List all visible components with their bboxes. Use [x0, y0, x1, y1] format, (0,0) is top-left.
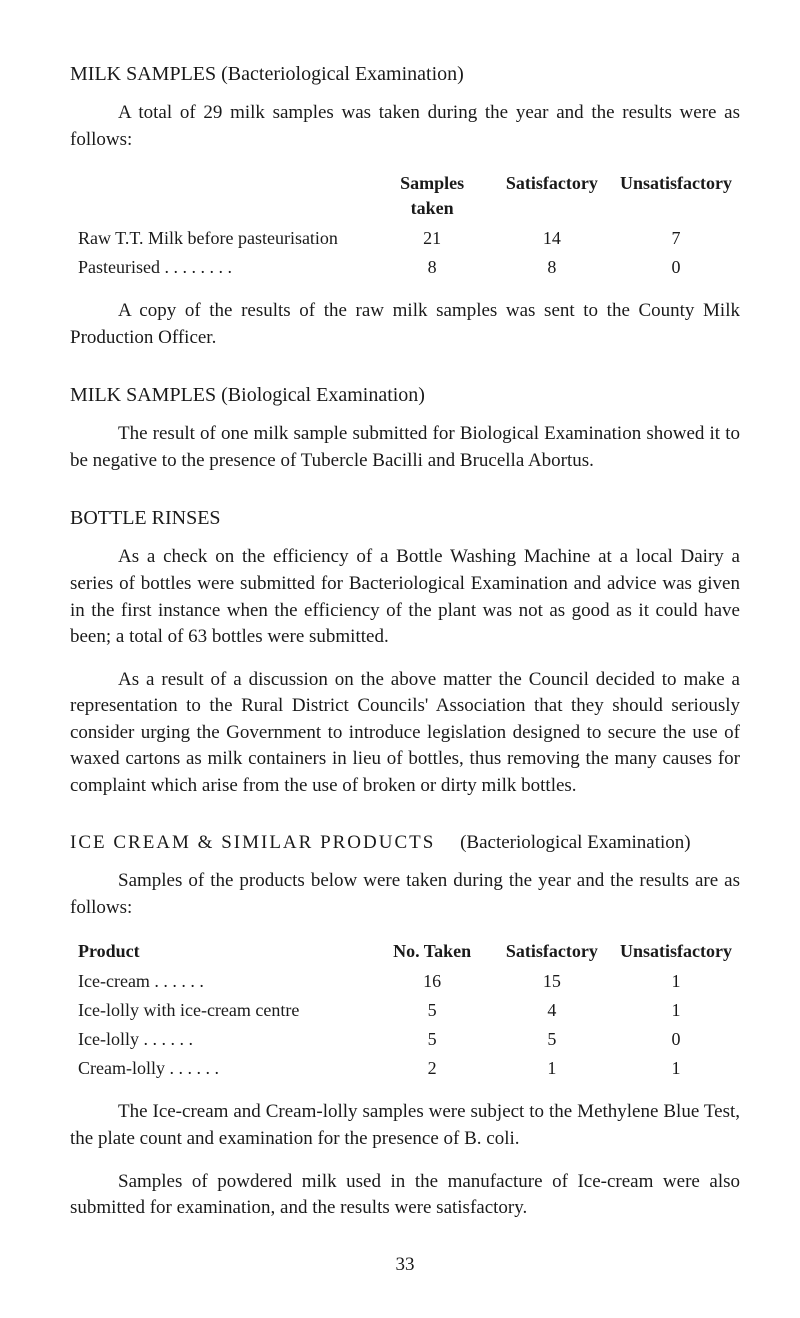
cell-value: 8 [372, 253, 491, 282]
paragraph: Samples of the products below were taken… [70, 868, 740, 921]
paragraph: A copy of the results of the raw milk sa… [70, 298, 740, 351]
table-header: Satisfactory [492, 169, 612, 223]
cell-value: 15 [492, 967, 612, 996]
table-row: Cream-lolly . . . . . . 2 1 1 [70, 1054, 740, 1083]
section-title-block: ICE CREAM & SIMILAR PRODUCTS (Bacteriolo… [70, 830, 740, 857]
table-header: Satisfactory [492, 937, 612, 966]
table-header-row: Samples taken Satisfactory Unsatisfactor… [70, 169, 740, 223]
cell-label: Raw T.T. Milk before pasteurisation [70, 224, 372, 253]
cell-value: 0 [612, 1025, 740, 1054]
page-number: 33 [70, 1252, 740, 1279]
cell-label: Pasteurised . . . . . . . . [70, 253, 372, 282]
paragraph: As a check on the efficiency of a Bottle… [70, 544, 740, 650]
table-header: Samples taken [372, 169, 491, 223]
cell-value: 21 [372, 224, 491, 253]
section-bottle-rinses: BOTTLE RINSES As a check on the efficien… [70, 504, 740, 799]
cell-value: 4 [492, 996, 612, 1025]
cell-label: Ice-lolly with ice-cream centre [70, 996, 373, 1025]
section-milk-bacteriological: MILK SAMPLES (Bacteriological Examinatio… [70, 60, 740, 351]
cell-value: 1 [612, 967, 740, 996]
cell-value: 14 [492, 224, 612, 253]
cell-value: 5 [373, 996, 492, 1025]
table-header: No. Taken [373, 937, 492, 966]
cell-value: 7 [612, 224, 740, 253]
section-title: BOTTLE RINSES [70, 504, 740, 532]
paragraph: A total of 29 milk samples was taken dur… [70, 100, 740, 153]
section-title-sub: (Bacteriological Examination) [460, 832, 691, 853]
table-header: Unsatisfactory [612, 937, 740, 966]
cell-label: Ice-cream . . . . . . [70, 967, 373, 996]
cell-label: Ice-lolly . . . . . . [70, 1025, 373, 1054]
paragraph: As a result of a discussion on the above… [70, 667, 740, 800]
paragraph: The result of one milk sample submitted … [70, 421, 740, 474]
section-title-main: ICE CREAM & SIMILAR PRODUCTS [70, 832, 435, 853]
table-header [70, 169, 372, 223]
cell-value: 2 [373, 1054, 492, 1083]
ice-cream-table: Product No. Taken Satisfactory Unsatisfa… [70, 937, 740, 1083]
milk-samples-table: Samples taken Satisfactory Unsatisfactor… [70, 169, 740, 282]
cell-value: 1 [612, 996, 740, 1025]
table-row: Ice-cream . . . . . . 16 15 1 [70, 967, 740, 996]
cell-value: 1 [492, 1054, 612, 1083]
table-row: Ice-lolly . . . . . . 5 5 0 [70, 1025, 740, 1054]
table-header: Unsatisfactory [612, 169, 740, 223]
table-header: Product [70, 937, 373, 966]
cell-value: 1 [612, 1054, 740, 1083]
section-title: MILK SAMPLES (Biological Examination) [70, 381, 740, 409]
cell-value: 5 [373, 1025, 492, 1054]
cell-label: Cream-lolly . . . . . . [70, 1054, 373, 1083]
section-ice-cream: ICE CREAM & SIMILAR PRODUCTS (Bacteriolo… [70, 830, 740, 1222]
paragraph: The Ice-cream and Cream-lolly samples we… [70, 1099, 740, 1152]
cell-value: 5 [492, 1025, 612, 1054]
cell-value: 0 [612, 253, 740, 282]
table-header-row: Product No. Taken Satisfactory Unsatisfa… [70, 937, 740, 966]
section-title: MILK SAMPLES (Bacteriological Examinatio… [70, 60, 740, 88]
table-row: Ice-lolly with ice-cream centre 5 4 1 [70, 996, 740, 1025]
cell-value: 8 [492, 253, 612, 282]
table-row: Raw T.T. Milk before pasteurisation 21 1… [70, 224, 740, 253]
cell-value: 16 [373, 967, 492, 996]
section-milk-biological: MILK SAMPLES (Biological Examination) Th… [70, 381, 740, 474]
paragraph: Samples of powdered milk used in the man… [70, 1169, 740, 1222]
table-row: Pasteurised . . . . . . . . 8 8 0 [70, 253, 740, 282]
